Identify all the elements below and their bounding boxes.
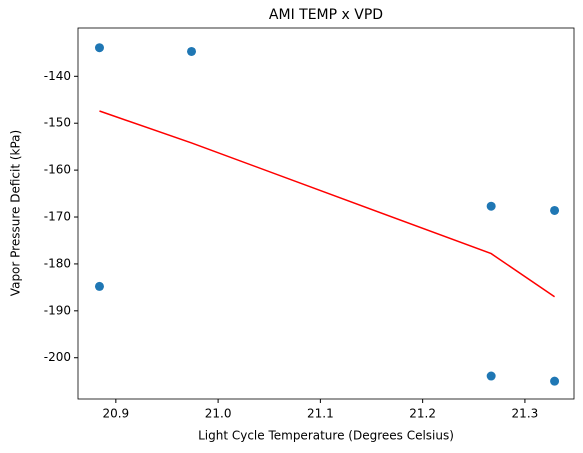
data-point bbox=[550, 376, 560, 386]
chart-title: AMI TEMP x VPD bbox=[269, 7, 383, 23]
plot-frame bbox=[77, 27, 575, 400]
x-axis-label: Light Cycle Temperature (Degrees Celsius… bbox=[198, 429, 454, 443]
y-tick-label: -170 bbox=[44, 210, 71, 224]
y-tick-label: -190 bbox=[44, 303, 71, 317]
y-tick-label: -200 bbox=[44, 350, 71, 364]
y-tick-label: -180 bbox=[44, 256, 71, 270]
data-point bbox=[94, 43, 104, 53]
x-tick-label: 21.1 bbox=[307, 407, 334, 421]
y-tick-label: -150 bbox=[44, 116, 71, 130]
data-point bbox=[94, 281, 104, 291]
data-point bbox=[187, 46, 197, 56]
y-axis-label: Vapor Pressure Deficit (kPa) bbox=[9, 130, 23, 296]
x-tick-label: 20.9 bbox=[102, 407, 129, 421]
x-tick-label: 21.2 bbox=[409, 407, 436, 421]
trend-line bbox=[99, 110, 555, 298]
y-tick-label: -140 bbox=[44, 69, 71, 83]
data-point bbox=[550, 205, 560, 215]
x-tick-label: 21.3 bbox=[512, 407, 539, 421]
x-tick-label: 21.0 bbox=[205, 407, 232, 421]
y-tick-label: -160 bbox=[44, 163, 71, 177]
data-point bbox=[486, 371, 496, 381]
data-point bbox=[486, 201, 496, 211]
